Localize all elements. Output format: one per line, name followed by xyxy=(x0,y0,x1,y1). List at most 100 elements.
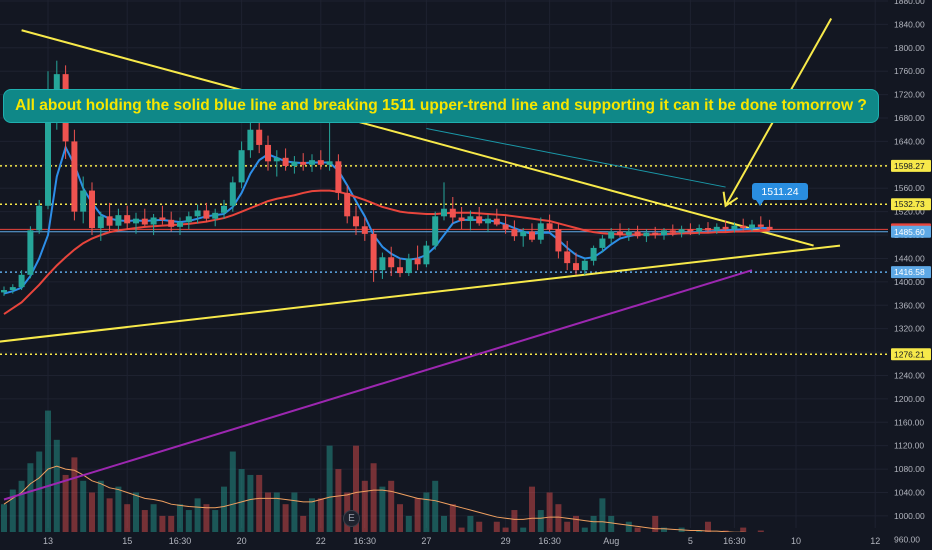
candle-body xyxy=(203,210,210,219)
price-tick-label: 1520.00 xyxy=(894,207,925,217)
candle-body xyxy=(159,217,166,220)
candle xyxy=(414,245,421,271)
time-tick-label: 15 xyxy=(122,536,132,546)
candle-body xyxy=(361,226,368,234)
price-tick-label: 1000.00 xyxy=(894,511,925,521)
candle xyxy=(397,258,403,278)
volume-bar xyxy=(71,457,78,546)
volume-bar xyxy=(282,504,289,546)
candle-body xyxy=(564,251,571,264)
price-tick-label: 1560.00 xyxy=(894,183,925,193)
candle xyxy=(731,222,738,233)
candle xyxy=(361,217,368,241)
volume-bar xyxy=(326,445,333,546)
candle-body xyxy=(80,190,87,212)
candle xyxy=(89,182,95,236)
level-tag-label: 1598.27 xyxy=(894,161,925,171)
volume-bar xyxy=(124,504,131,546)
candle xyxy=(590,245,597,266)
candle xyxy=(317,150,324,170)
price-tick-label: 1320.00 xyxy=(894,324,925,334)
volume-bar xyxy=(212,510,219,546)
candle-body xyxy=(177,222,183,227)
price-tick-label: 1040.00 xyxy=(894,487,925,497)
volume-bar xyxy=(317,498,324,546)
level-tag-bg xyxy=(891,159,931,172)
candle xyxy=(335,154,342,200)
candle-body xyxy=(9,287,16,291)
time-tick-label: 20 xyxy=(237,536,247,546)
level-tag: 1276.21 xyxy=(891,348,931,361)
volume-bar xyxy=(273,492,280,546)
candle-body xyxy=(150,217,157,225)
level-tag: 1416.58 xyxy=(891,266,931,279)
candle xyxy=(537,217,544,244)
candle xyxy=(652,226,659,239)
earnings-event-badge[interactable]: E xyxy=(343,510,360,527)
level-tag-bg xyxy=(891,266,931,279)
volume-bar xyxy=(370,463,377,546)
volume-bar xyxy=(441,515,447,546)
level-tag-label: 1276.21 xyxy=(894,349,925,359)
candle-body xyxy=(625,231,632,236)
candle xyxy=(625,228,632,241)
candle xyxy=(300,153,307,171)
volume-bar xyxy=(590,515,597,546)
volume-bar xyxy=(1,504,7,546)
volume-bar xyxy=(141,510,148,546)
volume-bar xyxy=(265,492,271,546)
volume-bar xyxy=(159,515,166,546)
candle-body xyxy=(379,257,386,271)
candle xyxy=(713,223,720,234)
candle xyxy=(511,220,518,241)
upper-trendline xyxy=(21,29,814,247)
candle-body xyxy=(282,157,289,166)
candle xyxy=(423,240,430,268)
candle-body xyxy=(467,216,474,221)
candle-body xyxy=(221,205,227,213)
candle xyxy=(520,228,527,247)
volume-bar xyxy=(194,498,201,546)
candle-body xyxy=(388,257,395,268)
price-callout: 1511.24 xyxy=(752,183,808,206)
time-tick-label: 22 xyxy=(316,536,326,546)
candle xyxy=(1,286,7,296)
time-tick-label: 16:30 xyxy=(354,536,377,546)
candle-body xyxy=(643,232,650,237)
candle xyxy=(740,218,747,231)
candle xyxy=(564,240,571,271)
candle xyxy=(273,150,280,177)
volume-bar xyxy=(62,474,69,546)
candle-body xyxy=(458,217,465,221)
volume-bar xyxy=(353,445,359,546)
volume-bar xyxy=(361,480,368,546)
candle xyxy=(282,148,289,171)
candle xyxy=(608,228,615,244)
candle xyxy=(388,246,395,276)
candle-body xyxy=(1,290,7,293)
volume-bar xyxy=(423,492,430,546)
candle-body xyxy=(661,230,667,236)
candle-body xyxy=(713,226,720,231)
candle xyxy=(749,219,755,232)
candle xyxy=(449,197,456,224)
level-tag: 1485.60 xyxy=(891,225,931,238)
volume-bar xyxy=(529,486,535,546)
candle-body xyxy=(168,219,175,227)
volume-bar xyxy=(203,504,210,546)
candle xyxy=(441,182,447,221)
candle xyxy=(18,270,25,291)
price-tick-label: 1640.00 xyxy=(894,136,925,146)
candle-body xyxy=(740,225,747,229)
candle-body xyxy=(405,258,412,274)
level-tag: 1598.27 xyxy=(891,159,931,172)
candle-body xyxy=(18,274,25,288)
annotation-banner: All about holding the solid blue line an… xyxy=(3,89,879,123)
candle xyxy=(185,211,192,230)
candle xyxy=(370,229,377,282)
time-axis-bg xyxy=(0,532,888,550)
candle xyxy=(133,212,139,234)
time-tick-label: 13 xyxy=(43,536,53,546)
